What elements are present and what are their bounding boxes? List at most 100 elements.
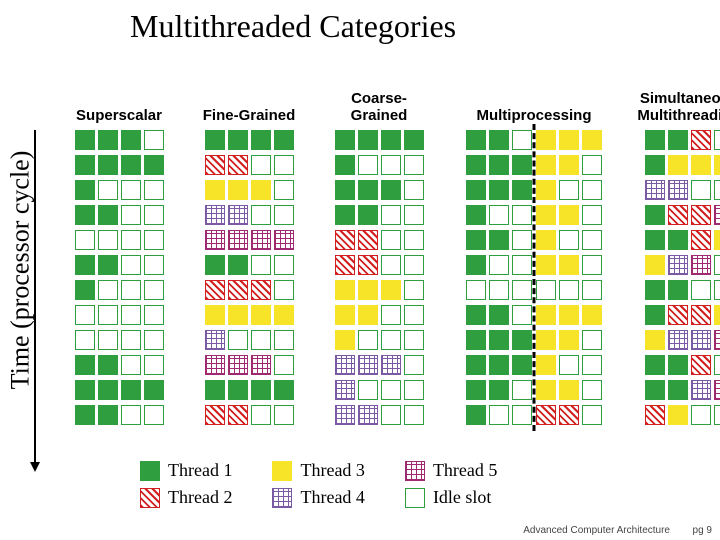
slot-cell [645, 230, 665, 250]
slot-cell [582, 205, 602, 225]
slot-cell [645, 405, 665, 425]
slot-cell [559, 180, 579, 200]
slot-cell [121, 130, 141, 150]
slot-cell [381, 205, 401, 225]
slot-cell [274, 205, 294, 225]
slot-cell [582, 355, 602, 375]
slot-cell [381, 130, 401, 150]
slot-cell [668, 230, 688, 250]
slot-cell [205, 330, 225, 350]
slot-cell [335, 155, 355, 175]
legend-item: Thread 2 [140, 487, 232, 508]
legend-label: Thread 2 [168, 487, 232, 508]
slot-cell [144, 280, 164, 300]
slot-cell [228, 180, 248, 200]
slot-cell [251, 405, 271, 425]
legend-label: Thread 3 [300, 460, 364, 481]
slot-cell [75, 255, 95, 275]
slot-cell [144, 330, 164, 350]
column-smt: SimultaneousMultithreading [634, 80, 720, 425]
slot-cell [121, 230, 141, 250]
slot-cell [75, 230, 95, 250]
slot-cell [714, 130, 720, 150]
column-label: Multiprocessing [476, 80, 591, 124]
slot-cell [489, 280, 509, 300]
slot-cell [691, 205, 711, 225]
slot-cell [358, 205, 378, 225]
slot-cell [205, 155, 225, 175]
slot-cell [668, 155, 688, 175]
slot-cell [582, 180, 602, 200]
legend-swatch [140, 461, 160, 481]
slot-cell [144, 405, 164, 425]
slot-cell [75, 180, 95, 200]
legend-label: Thread 1 [168, 460, 232, 481]
slot-cell [144, 180, 164, 200]
slot-cell [489, 130, 509, 150]
slot-cell [98, 255, 118, 275]
slot-cell [536, 280, 556, 300]
slot-cell [691, 305, 711, 325]
slot-cell [404, 130, 424, 150]
slot-cell [274, 180, 294, 200]
slot-cell [466, 330, 486, 350]
slot-cell [205, 255, 225, 275]
slot-cell [98, 280, 118, 300]
slot-cell [714, 155, 720, 175]
slot-cell [274, 130, 294, 150]
slot-cell [358, 330, 378, 350]
slot-cell [536, 330, 556, 350]
slot-cell [536, 205, 556, 225]
slot-cell [251, 155, 271, 175]
slot-cell [205, 180, 225, 200]
slot-cell [404, 355, 424, 375]
slot-cell [489, 405, 509, 425]
slot-cell [404, 180, 424, 200]
slot-cell [381, 380, 401, 400]
slot-cell [335, 305, 355, 325]
slot-cell [251, 180, 271, 200]
column-label: Fine-Grained [203, 80, 296, 124]
slot-cell [466, 180, 486, 200]
slot-cell [274, 255, 294, 275]
slot-cell [335, 280, 355, 300]
slot-cell [274, 330, 294, 350]
slot-cell [358, 380, 378, 400]
slot-cell [512, 380, 532, 400]
slot-cell [645, 155, 665, 175]
slot-cell [489, 205, 509, 225]
slot-cell [536, 305, 556, 325]
slot-cell [98, 205, 118, 225]
slot-cell [714, 330, 720, 350]
slot-cell [466, 205, 486, 225]
slot-cell [121, 330, 141, 350]
slot-cell [381, 305, 401, 325]
slot-cell [75, 330, 95, 350]
slot-cell [691, 130, 711, 150]
column-label: Superscalar [76, 80, 162, 124]
slot-cell [512, 180, 532, 200]
slot-cell [668, 380, 688, 400]
slot-cell [144, 230, 164, 250]
slot-cell [559, 380, 579, 400]
slot-cell [335, 380, 355, 400]
slot-cell [559, 230, 579, 250]
slot-cell [582, 130, 602, 150]
slot-cell [335, 130, 355, 150]
slot-cell [205, 380, 225, 400]
legend-item: Thread 5 [405, 460, 497, 481]
slot-cell [489, 155, 509, 175]
slot-cell [75, 355, 95, 375]
legend-swatch [140, 488, 160, 508]
slot-cell [205, 130, 225, 150]
slot-cell [582, 230, 602, 250]
slot-cell [668, 330, 688, 350]
slot-cell [121, 305, 141, 325]
slot-cell [228, 380, 248, 400]
column-label: Coarse-Grained [324, 80, 434, 124]
slot-cell [536, 155, 556, 175]
slot-cell [404, 205, 424, 225]
slot-cell [251, 305, 271, 325]
slot-cell [512, 355, 532, 375]
slot-cell [536, 255, 556, 275]
